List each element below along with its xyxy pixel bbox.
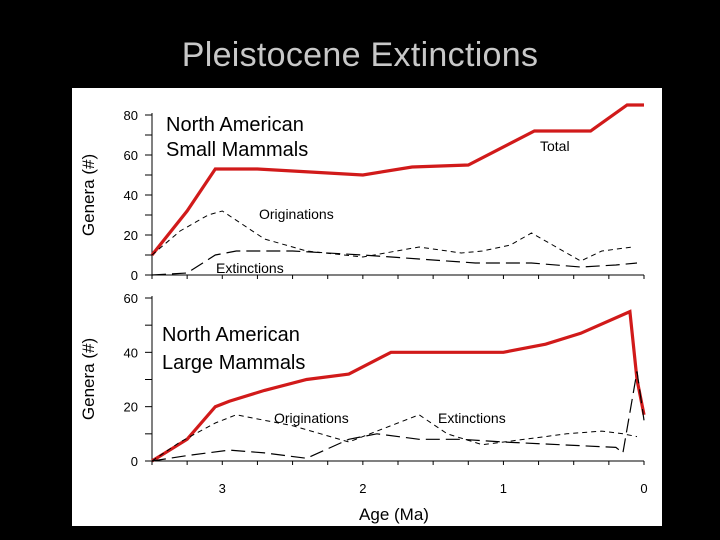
panel-small-mammals: 0 20 40 60 80 Genera (#) North American Small M… — [79, 103, 645, 283]
series-line-extinctions — [151, 250, 638, 276]
chart-figure: 0 20 40 60 80 Genera (#) North American Small M… — [72, 88, 662, 526]
panel-title-line-2: Large Mammals — [162, 352, 305, 374]
y-tick-label: 40 — [124, 188, 138, 203]
y-tick-label: 40 — [124, 345, 138, 360]
series-line-total — [150, 103, 644, 256]
y-axis-label: Genera (#) — [79, 154, 98, 236]
annotation-extinctions: Extinctions — [438, 410, 506, 426]
series-line-originations — [151, 414, 638, 462]
y-tick-label: 80 — [124, 108, 138, 123]
y-tick-label: 60 — [124, 291, 138, 306]
annotation-originations: Originations — [259, 206, 334, 222]
y-tick-label: 20 — [124, 400, 138, 415]
slide-title: Pleistocene Extinctions — [181, 36, 539, 74]
annotation-total: Total — [540, 138, 570, 154]
y-tick-label: 20 — [124, 228, 138, 243]
series-line-total — [151, 309, 646, 463]
x-axis-label: Age (Ma) — [359, 505, 429, 524]
x-tick-label: 3 — [219, 481, 226, 496]
panel-title-line-2: Small Mammals — [166, 139, 308, 161]
annotation-originations: Originations — [274, 410, 349, 426]
y-tick-label: 0 — [131, 454, 138, 469]
y-axis-label: Genera (#) — [79, 338, 98, 420]
x-axis: 3 2 1 0 Age (Ma) — [219, 481, 648, 524]
panel-title-line-1: North American — [162, 324, 300, 346]
x-tick-label: 0 — [640, 481, 647, 496]
x-tick-label: 2 — [359, 481, 366, 496]
series-line-extinctions — [151, 371, 645, 462]
x-tick-label: 1 — [500, 481, 507, 496]
y-tick-label: 60 — [124, 148, 138, 163]
panel-title-line-1: North American — [166, 114, 304, 136]
annotation-extinctions: Extinctions — [216, 260, 284, 276]
y-tick-label: 0 — [131, 268, 138, 283]
series-line-originations — [151, 210, 633, 262]
panel-large-mammals: 0 20 40 60 Genera (#) North American Large Mam… — [79, 291, 646, 469]
